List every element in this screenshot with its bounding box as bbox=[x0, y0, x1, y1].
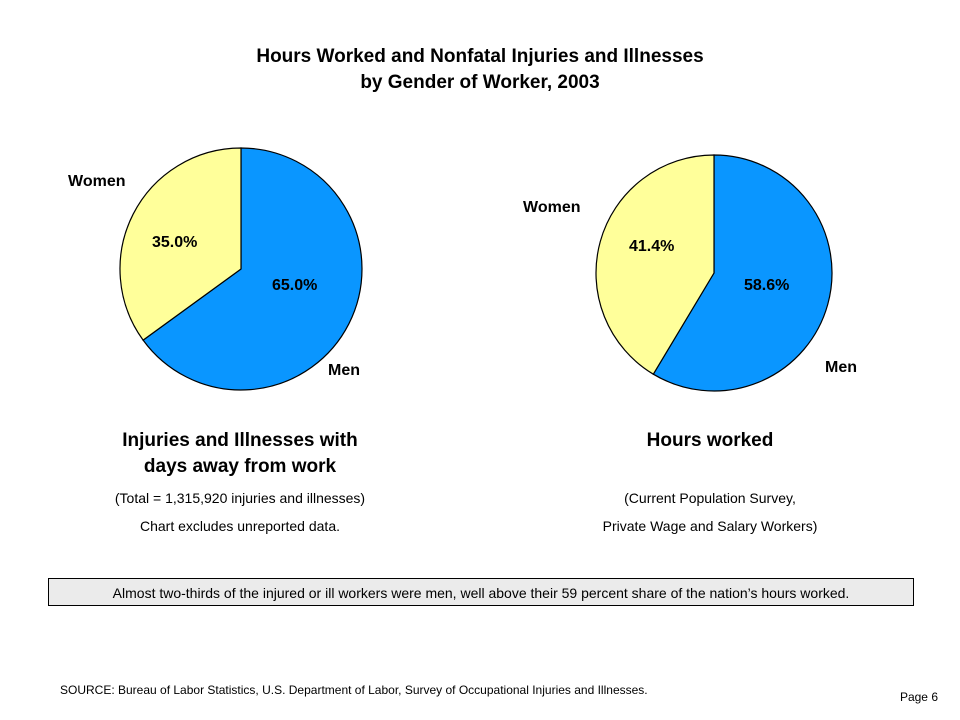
hours-note-2: Private Wage and Salary Workers) bbox=[602, 518, 818, 534]
hours-chart-title: Hours worked bbox=[520, 428, 900, 454]
title-line-2: by Gender of Worker, 2003 bbox=[360, 72, 600, 93]
hours-pie-chart bbox=[595, 154, 833, 392]
injuries-slice-men bbox=[142, 147, 363, 391]
injuries-chart-title: Injuries and Illnesses with days away fr… bbox=[60, 428, 420, 480]
callout-box: Almost two-thirds of the injured or ill … bbox=[48, 578, 914, 606]
page-title: Hours Worked and Nonfatal Injuries and I… bbox=[0, 44, 960, 96]
injuries-women-label: Women bbox=[68, 173, 126, 190]
injuries-note-2: Chart excludes unreported data. bbox=[139, 518, 340, 534]
page-number: Page 6 bbox=[899, 690, 938, 704]
source-note: SOURCE: Bureau of Labor Statistics, U.S.… bbox=[60, 683, 648, 697]
injuries-pie-chart bbox=[119, 147, 363, 391]
hours-women-value: 41.4% bbox=[629, 238, 675, 255]
hours-men-value: 58.6% bbox=[744, 277, 790, 294]
title-line-1: Hours Worked and Nonfatal Injuries and I… bbox=[256, 46, 704, 67]
hours-slice-women bbox=[595, 154, 715, 376]
hours-title-line-1: Hours worked bbox=[646, 430, 774, 451]
injuries-slice-women bbox=[119, 147, 242, 341]
injuries-notes: (Total = 1,315,920 injuries and illnesse… bbox=[40, 484, 440, 540]
hours-note-1: (Current Population Survey, bbox=[624, 490, 796, 506]
injuries-men-value: 65.0% bbox=[272, 277, 318, 294]
injuries-title-line-2: days away from work bbox=[143, 456, 337, 477]
hours-slice-men bbox=[652, 154, 833, 392]
hours-women-label: Women bbox=[523, 199, 581, 216]
injuries-note-1: (Total = 1,315,920 injuries and illnesse… bbox=[114, 490, 366, 506]
injuries-men-label: Men bbox=[328, 362, 360, 379]
hours-men-label: Men bbox=[825, 359, 857, 376]
injuries-women-value: 35.0% bbox=[152, 234, 198, 251]
injuries-title-line-1: Injuries and Illnesses with bbox=[122, 430, 358, 451]
hours-notes: (Current Population Survey, Private Wage… bbox=[510, 484, 910, 540]
